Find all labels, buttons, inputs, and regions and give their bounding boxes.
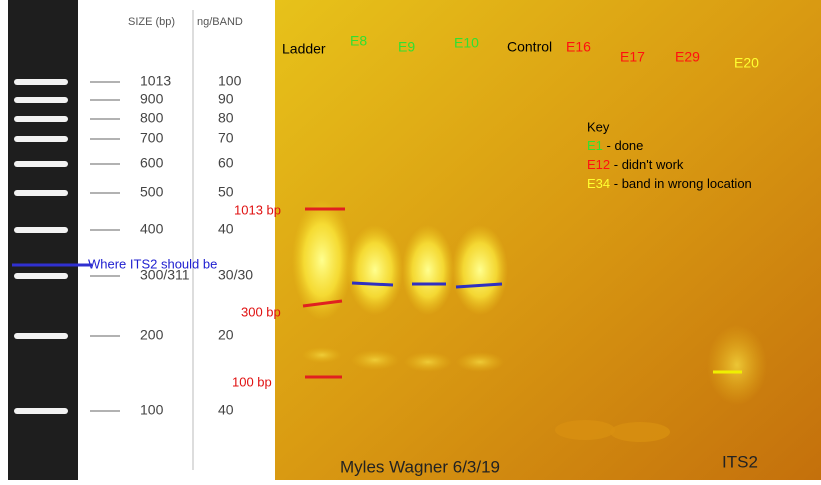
key-title: Key [587, 119, 610, 134]
band-size: 900 [140, 91, 164, 107]
band-size: 100 [140, 402, 164, 418]
key-code: E12 [587, 157, 610, 172]
lane-label: E10 [454, 35, 479, 51]
band-ng: 40 [218, 221, 234, 237]
band-size: 300/311 [140, 267, 190, 283]
band-size: 800 [140, 110, 164, 126]
lane-label: E20 [734, 55, 759, 71]
key-code: E34 [587, 176, 610, 191]
band-ng: 70 [218, 130, 234, 146]
band-ng: 50 [218, 184, 234, 200]
key-item: E12 - didn't work [587, 157, 684, 172]
band-ng: 100 [218, 73, 242, 89]
band-ng: 60 [218, 155, 234, 171]
ladder-band [14, 273, 68, 279]
ladder-band [14, 161, 68, 167]
band-ng: 30/30 [218, 267, 253, 283]
band-ng: 40 [218, 402, 234, 418]
ladder-band [14, 190, 68, 196]
ladder-band [14, 333, 68, 339]
lane-label: Ladder [282, 41, 326, 57]
lane-label: E17 [620, 49, 645, 65]
caption: ITS2 [722, 452, 758, 471]
author: Myles Wagner 6/3/19 [340, 457, 500, 476]
key-item: E1 - done [587, 138, 643, 153]
ladder-band [14, 408, 68, 414]
size-marker: 300 bp [241, 304, 281, 319]
lane-label: E8 [350, 33, 367, 49]
lane-label: Control [507, 39, 552, 55]
band-ng: 80 [218, 110, 234, 126]
ng-header: ng/BAND [197, 16, 243, 28]
band-size: 600 [140, 155, 164, 171]
ladder-band [14, 79, 68, 85]
lane-label: E9 [398, 39, 415, 55]
band-ng: 90 [218, 91, 234, 107]
ladder-band [14, 227, 68, 233]
annotation: Where ITS2 should be [88, 256, 217, 271]
key-text: - didn't work [610, 157, 684, 172]
band-size: 700 [140, 130, 164, 146]
band-size: 500 [140, 184, 164, 200]
size-marker: 1013 bp [234, 202, 281, 217]
lane-label: E29 [675, 49, 700, 65]
size-marker: 100 bp [232, 374, 272, 389]
key-item: E34 - band in wrong location [587, 176, 752, 191]
band-size: 400 [140, 221, 164, 237]
key-text: - band in wrong location [610, 176, 752, 191]
key-code: E1 [587, 138, 603, 153]
lane-label: E16 [566, 39, 591, 55]
band-size: 200 [140, 327, 164, 343]
gel-bands [12, 200, 767, 442]
ladder-band [14, 97, 68, 103]
band-size: 1013 [140, 73, 171, 89]
band-ng: 20 [218, 327, 234, 343]
key-text: - done [603, 138, 643, 153]
size-header: SIZE (bp) [128, 16, 175, 28]
ladder-band [14, 116, 68, 122]
ladder-band [14, 136, 68, 142]
